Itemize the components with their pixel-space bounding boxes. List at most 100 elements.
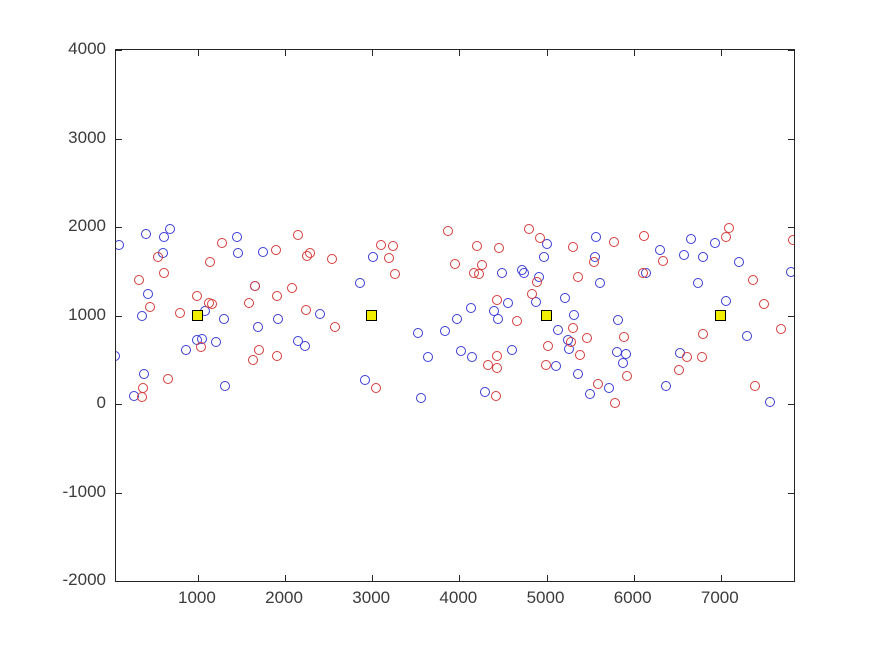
x-tick-mark (459, 575, 461, 581)
scatter-point-blue (232, 248, 243, 259)
y-tick-mark (116, 227, 122, 228)
x-tick-mark (372, 50, 374, 56)
scatter-point-red (371, 383, 382, 394)
scatter-point-blue (697, 252, 708, 263)
scatter-point-blue (584, 388, 595, 399)
plot-area (115, 49, 795, 582)
scatter-point-red (541, 360, 551, 371)
scatter-point-red (195, 341, 206, 352)
x-tick-mark (372, 575, 374, 581)
scatter-point-red (248, 355, 259, 366)
scatter-point-blue (655, 244, 666, 255)
scatter-point-red (776, 324, 787, 335)
scatter-point-blue (603, 382, 614, 393)
y-tick-mark (788, 492, 794, 494)
x-tick-label: 3000 (352, 588, 391, 607)
y-tick-mark (788, 404, 794, 405)
y-tick-mark (788, 50, 794, 51)
scatter-point-blue (720, 295, 731, 306)
scatter-point-blue (416, 393, 427, 404)
center-marker-square (714, 309, 726, 321)
scatter-point-blue (519, 267, 530, 278)
scatter-point-blue (451, 313, 462, 324)
scatter-point-blue (253, 321, 264, 332)
scatter-point-blue (136, 311, 147, 322)
x-tick-label: 1000 (177, 588, 216, 607)
x-tick-label: 7000 (700, 588, 739, 607)
y-tick-mark (788, 227, 794, 228)
scatter-point-red (593, 379, 604, 390)
scatter-point-red (639, 231, 650, 242)
scatter-point-red (532, 277, 543, 288)
scatter-point-red (492, 363, 503, 374)
scatter-point-red (542, 340, 553, 351)
x-tick-mark (720, 50, 722, 56)
scatter-point-red (327, 254, 338, 265)
scatter-point-blue (590, 232, 601, 243)
scatter-point-blue (685, 233, 696, 244)
scatter-point-red (206, 299, 217, 310)
scatter-point-red (243, 298, 254, 309)
scatter-point-red (162, 373, 173, 384)
scatter-point-blue (423, 351, 434, 362)
scatter-point-blue (159, 232, 170, 243)
scatter-point-red (574, 349, 585, 360)
scatter-point-blue (710, 238, 721, 249)
scatter-point-red (682, 351, 693, 362)
scatter-point-red (534, 233, 545, 243)
scatter-point-blue (678, 249, 689, 260)
scatter-point-red (657, 256, 668, 266)
scatter-point-red (301, 304, 312, 315)
scatter-point-blue (785, 266, 794, 277)
scatter-point-red (608, 236, 619, 247)
x-tick-mark (285, 50, 287, 56)
scatter-point-blue (480, 386, 490, 397)
scatter-point-red (145, 302, 156, 313)
scatter-point-blue (502, 297, 513, 308)
scatter-point-red (390, 269, 401, 280)
scatter-point-blue (231, 232, 242, 243)
scatter-point-blue (359, 375, 370, 386)
scatter-point-blue (439, 326, 450, 337)
scatter-point-blue (539, 251, 550, 262)
scatter-point-blue (742, 331, 753, 342)
scatter-point-blue (300, 340, 311, 351)
scatter-point-blue (692, 278, 703, 289)
scatter-point-red (137, 392, 148, 403)
x-tick-mark (720, 575, 722, 581)
scatter-point-red (637, 267, 648, 278)
scatter-point-red (568, 323, 579, 334)
center-marker-square (191, 309, 203, 321)
scatter-point-blue (573, 368, 584, 379)
scatter-point-red (216, 238, 227, 249)
scatter-point-blue (315, 309, 326, 320)
x-tick-mark (459, 50, 461, 56)
scatter-point-blue (116, 350, 120, 361)
y-tick-mark (788, 315, 794, 317)
scatter-point-blue (142, 288, 153, 299)
center-marker-square (540, 309, 552, 321)
scatter-point-red (473, 269, 484, 280)
y-tick-mark (116, 50, 122, 51)
scatter-point-blue (367, 251, 378, 262)
scatter-point-blue (595, 278, 606, 289)
scatter-point-blue (210, 336, 221, 347)
scatter-point-blue (550, 361, 561, 372)
scatter-point-red (697, 328, 708, 339)
scatter-point-red (159, 268, 170, 279)
scatter-point-blue (613, 315, 624, 326)
scatter-point-red (492, 294, 503, 305)
scatter-point-red (581, 333, 592, 343)
scatter-point-red (758, 299, 769, 310)
scatter-point-red (724, 223, 734, 234)
scatter-point-red (153, 252, 164, 263)
y-tick-mark (116, 138, 122, 140)
scatter-point-blue (568, 310, 579, 320)
scatter-point-blue (273, 313, 284, 324)
y-tick-mark (116, 404, 122, 405)
scatter-point-red (512, 316, 523, 327)
scatter-point-red (621, 370, 632, 381)
scatter-point-blue (541, 239, 552, 250)
scatter-point-blue (733, 256, 744, 267)
